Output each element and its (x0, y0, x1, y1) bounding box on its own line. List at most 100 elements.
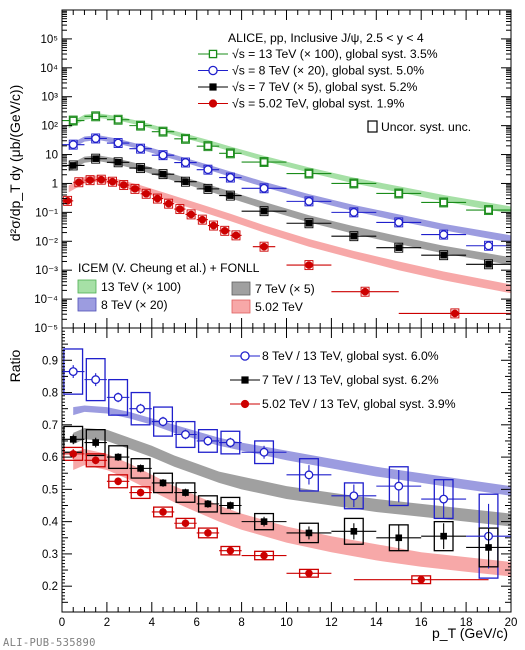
top-legend-marker-2 (209, 83, 217, 91)
x-tick-label: 16 (415, 617, 428, 629)
top-point-3-17 (305, 261, 313, 269)
top-point-2-0 (69, 162, 77, 169)
top-point-0-11 (394, 189, 403, 198)
top-legend: √s = 13 TeV (× 100), global syst. 3.5% √s… (198, 47, 438, 111)
ratio-point-1-13 (485, 544, 492, 551)
ratio-point-2-10 (417, 575, 426, 584)
x-tick-label: 20 (505, 617, 518, 629)
top-point-1-5 (181, 158, 190, 167)
top-point-2-12 (440, 251, 447, 259)
top-point-2-2 (114, 158, 122, 166)
top-y-tick-label: 10⁻¹ (35, 207, 58, 219)
top-point-0-9 (304, 169, 313, 178)
top-point-3-11 (187, 210, 195, 219)
ratio-point-1-8 (260, 518, 268, 525)
ratio-point-1-11 (395, 534, 403, 542)
top-point-3-3 (97, 175, 106, 184)
top-point-3-19 (451, 309, 459, 318)
ratio-y-tick-label: 0.4 (42, 517, 59, 529)
top-band-1 (68, 135, 511, 243)
top-legend-label-3: √s = 5.02 TeV, global syst. 1.9% (232, 97, 405, 111)
ratio-y-tick-label: 0.2 (42, 581, 58, 593)
ratio-point-2-6 (204, 529, 212, 537)
top-y-tick-label: 10³ (41, 92, 58, 104)
top-point-1-12 (439, 230, 449, 240)
top-point-2-5 (182, 178, 189, 185)
ratio-y-tick-label: 0.5 (42, 484, 58, 496)
model-legend-label-2: 7 TeV (× 5) (255, 282, 315, 296)
top-y-tick-label: 10 (45, 150, 58, 162)
top-point-2-9 (305, 219, 313, 227)
top-y-tick-label: 10⁻⁴ (34, 294, 58, 306)
top-point-3-14 (220, 227, 229, 235)
x-tick-label: 2 (104, 617, 110, 629)
top-point-3-2 (86, 176, 94, 184)
x-tick-label: 14 (370, 617, 383, 629)
top-legend-marker-0 (208, 49, 218, 59)
x-tick-label: 0 (59, 617, 65, 629)
top-point-1-10 (349, 207, 359, 217)
ratio-legend-label-1: 7 TeV / 13 TeV, global syst. 6.2% (262, 373, 439, 387)
top-point-3-18 (361, 287, 369, 296)
ratio-point-1-10 (350, 528, 358, 535)
ratio-point-0-3 (136, 404, 146, 414)
ratio-point-2-5 (181, 519, 190, 528)
top-point-1-4 (158, 150, 168, 160)
top-y-tick-label: 10⁵ (40, 34, 58, 46)
ratio-point-0-9 (304, 470, 314, 480)
top-y-tick-label: 1 (52, 178, 58, 190)
top-point-3-4 (108, 177, 117, 186)
top-band-3 (68, 175, 511, 294)
top-point-3-15 (232, 231, 240, 240)
top-point-3-13 (209, 221, 218, 230)
ratio-point-0-10 (349, 491, 359, 501)
ratio-point-0-7 (225, 438, 235, 448)
top-point-2-6 (204, 185, 212, 193)
model-legend-swatch-0 (77, 279, 97, 294)
top-point-0-3 (136, 121, 145, 130)
top-point-0-7 (226, 149, 235, 158)
ratio-point-0-6 (203, 436, 213, 446)
bottom-ylabel: Ratio (7, 349, 23, 382)
x-tick-label: 10 (280, 617, 293, 629)
ratio-point-2-9 (305, 569, 313, 578)
top-point-2-8 (260, 207, 268, 215)
top-point-1-13 (484, 241, 493, 251)
top-point-0-2 (114, 115, 123, 124)
top-point-0-12 (439, 198, 448, 207)
ratio-band-1 (73, 428, 511, 527)
axes: 0 2 4 6 8 10 12 14 16 18 20 10⁻⁵ 10⁻⁴ 10⁻³ 10⁻² 10⁻¹ 1 10… (34, 9, 518, 629)
top-point-2-3 (137, 164, 144, 172)
top-data-points (62, 112, 511, 318)
ratio-point-1-5 (182, 489, 189, 496)
ratio-point-1-1 (92, 439, 99, 446)
watermark: ALI-PUB-535890 (3, 637, 96, 649)
top-header: ALICE, pp, Inclusive J/ψ, 2.5 < y < 4 (228, 31, 424, 45)
top-legend-label-0: √s = 13 TeV (× 100), global syst. 3.5% (232, 47, 438, 61)
ratio-legend-label-2: 5.02 TeV / 13 TeV, global syst. 3.9% (262, 397, 456, 411)
top-point-3-12 (198, 215, 207, 224)
ratio-point-1-7 (227, 502, 234, 509)
ratio-y-tick-label: 0.9 (42, 355, 58, 367)
top-point-2-11 (395, 244, 403, 251)
ratio-legend-label-0: 8 TeV / 13 TeV, global syst. 6.0% (262, 349, 439, 363)
top-legend-label-1: √s = 8 TeV (× 20), global syst. 5.0% (232, 64, 424, 78)
ratio-point-0-12 (439, 494, 449, 504)
ratio-band-0 (73, 405, 511, 496)
ratio-point-2-8 (260, 551, 268, 560)
ratio-data-points (62, 365, 511, 584)
top-point-2-13 (485, 260, 492, 268)
top-point-1-2 (113, 138, 123, 148)
top-point-2-7 (227, 192, 234, 199)
ratio-point-2-3 (136, 488, 145, 497)
uncor-legend-label: Uncor. syst. unc. (381, 120, 471, 134)
ratio-y-tick-label: 0.6 (42, 452, 58, 464)
ratio-point-1-6 (204, 500, 212, 508)
top-legend-label-2: √s = 7 TeV (× 5), global syst. 5.2% (232, 80, 417, 94)
ratio-point-1-4 (159, 479, 167, 487)
model-legend-swatch-3 (231, 299, 251, 314)
top-band-2 (68, 155, 511, 266)
top-y-tick-label: 10⁻³ (35, 265, 58, 277)
top-point-3-10 (176, 205, 184, 213)
